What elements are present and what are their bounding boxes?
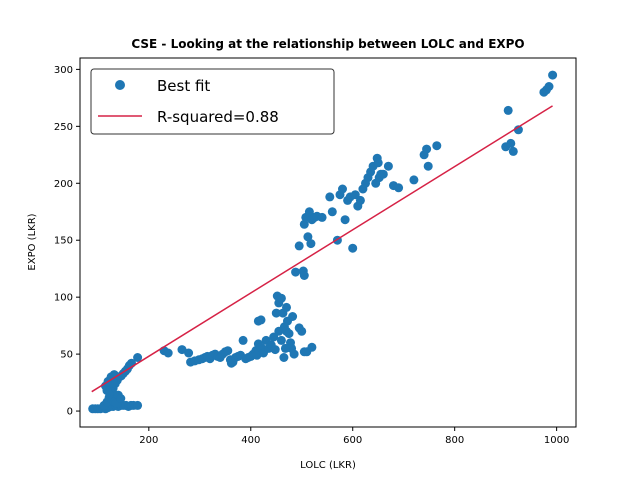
- data-point: [116, 394, 126, 403]
- plot-frame: [79, 57, 577, 428]
- x-tick-label-1000: 1000: [544, 435, 569, 446]
- data-point: [338, 184, 347, 194]
- y-tick-label-150: 150: [54, 236, 73, 247]
- data-point: [284, 329, 294, 339]
- data-point: [548, 70, 558, 80]
- x-axis-ticks: 200 400 600 800 1000: [139, 427, 569, 446]
- data-point: [289, 349, 299, 359]
- data-point: [271, 308, 281, 318]
- data-point: [133, 400, 143, 410]
- data-point: [306, 239, 316, 249]
- data-point: [378, 169, 388, 179]
- data-point: [307, 342, 317, 352]
- data-point: [163, 348, 173, 358]
- data-point: [270, 345, 280, 355]
- legend-box: [90, 68, 335, 135]
- x-tick-label-400: 400: [241, 435, 260, 446]
- data-point: [544, 82, 554, 91]
- data-point: [282, 302, 291, 312]
- x-tick-label-600: 600: [343, 435, 362, 446]
- chart-title: CSE - Looking at the relationship betwee…: [131, 37, 524, 51]
- data-point: [303, 232, 313, 242]
- data-point: [383, 161, 393, 171]
- legend-label-best-fit: Best fit: [157, 77, 210, 95]
- y-tick-label-250: 250: [54, 122, 73, 133]
- data-point: [409, 175, 419, 185]
- y-tick-label-200: 200: [54, 179, 73, 190]
- data-point: [276, 335, 286, 345]
- data-point: [276, 293, 286, 303]
- data-point: [432, 141, 442, 151]
- data-point: [280, 343, 290, 353]
- data-point: [299, 271, 309, 280]
- data-point: [340, 215, 350, 225]
- data-point: [288, 312, 298, 321]
- data-point: [297, 326, 307, 336]
- data-point: [422, 144, 432, 154]
- data-point: [291, 267, 301, 277]
- y-tick-label-300: 300: [54, 65, 73, 76]
- legend: Best fit R-squared=0.88: [90, 68, 335, 135]
- x-axis-label: LOLC (LKR): [300, 460, 356, 471]
- data-point: [373, 158, 383, 168]
- fit-line-layer: [91, 105, 553, 393]
- data-point: [503, 105, 513, 115]
- data-point: [294, 241, 304, 251]
- legend-label-r-squared: R-squared=0.88: [157, 108, 279, 126]
- y-tick-label-0: 0: [67, 407, 73, 418]
- data-point: [299, 219, 309, 229]
- y-tick-label-100: 100: [54, 293, 73, 304]
- y-axis-ticks: 0 50 100 150 200 250 300: [54, 65, 80, 418]
- data-point: [348, 243, 358, 253]
- y-tick-label-50: 50: [60, 350, 73, 361]
- x-tick-label-800: 800: [445, 435, 464, 446]
- data-point: [184, 348, 194, 358]
- data-point: [223, 346, 233, 356]
- data-point: [238, 335, 248, 345]
- data-point: [355, 195, 365, 205]
- data-point: [317, 212, 327, 222]
- data-point: [508, 146, 518, 156]
- y-axis-label: EXPO (LKR): [27, 213, 38, 270]
- data-point: [279, 353, 289, 362]
- data-point: [325, 192, 335, 202]
- data-point: [133, 353, 143, 362]
- data-points: [88, 70, 558, 414]
- data-point: [327, 207, 337, 217]
- data-point: [394, 183, 404, 193]
- data-point: [506, 138, 516, 148]
- fit-line: [91, 105, 553, 393]
- data-point: [274, 326, 284, 336]
- x-tick-label-200: 200: [139, 435, 158, 446]
- legend-marker-best-fit: [115, 80, 125, 90]
- data-point: [423, 161, 433, 171]
- data-point: [256, 315, 266, 325]
